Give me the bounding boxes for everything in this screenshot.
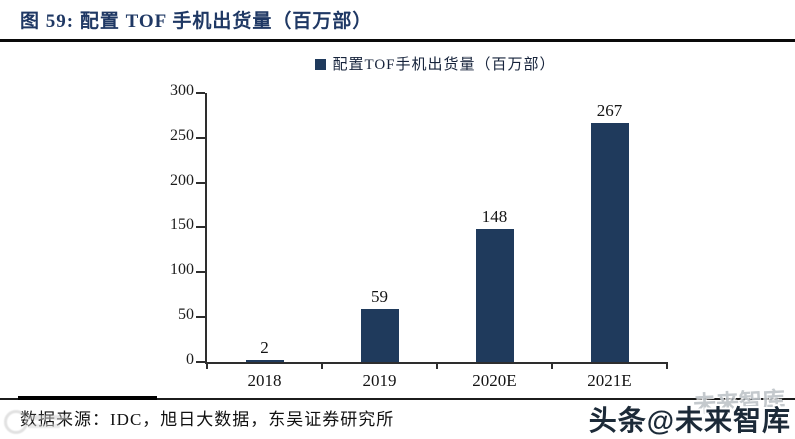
y-axis-tick-mark <box>196 181 205 184</box>
y-axis-tick-label: 200 <box>170 171 194 189</box>
y-axis-tick-label: 100 <box>170 261 194 279</box>
figure-title: 图 59: 配置 TOF 手机出货量（百万部） <box>20 11 373 32</box>
y-axis-tick-mark <box>196 271 205 274</box>
y-axis-tick-mark <box>196 92 205 94</box>
x-axis-label-2019: 2019 <box>362 371 397 390</box>
x-axis-tick-mark <box>551 362 553 369</box>
bar-value-label: 2 <box>260 338 269 358</box>
y-axis-tick-label: 300 <box>170 82 194 99</box>
y-axis-tick-label: 0 <box>186 350 194 368</box>
legend-label: 配置TOF手机出货量（百万部） <box>332 57 556 73</box>
x-axis-tick-mark <box>436 362 438 369</box>
x-axis-tick-mark <box>321 362 323 369</box>
y-axis-tick-mark <box>196 136 205 139</box>
bar-2018 <box>245 360 284 362</box>
x-axis-label-2018: 2018 <box>247 371 282 390</box>
bar-group-2021e: 267 <box>552 93 667 362</box>
bar-value-label: 148 <box>481 207 508 227</box>
bar-group-2020e: 148 <box>437 93 552 362</box>
footer-divider-rule-thick-segment <box>18 396 157 400</box>
x-axis-tick-mark <box>666 362 668 369</box>
bar-2021e <box>590 122 629 362</box>
x-axis-labels: 2018 2019 2020E 2021E <box>207 371 667 391</box>
y-axis-tick-mark <box>196 360 205 363</box>
footer-divider-rule <box>0 398 795 400</box>
y-axis-tick-mark <box>196 316 205 319</box>
stamp-bar <box>28 415 68 420</box>
stamp-bar <box>28 424 60 428</box>
faint-stamp-watermark <box>2 407 72 435</box>
y-axis-tick-label: 250 <box>170 126 194 144</box>
bar-group-2019: 59 <box>322 93 437 362</box>
bar-chart-plot-area: 300 250 200 150 100 50 0 2 59 1 <box>170 83 668 390</box>
legend-swatch-icon <box>315 59 327 70</box>
bar-value-label: 267 <box>596 100 623 120</box>
bar-value-label: 59 <box>371 287 388 307</box>
watermark-text: 头条@未来智库 <box>588 405 791 436</box>
title-divider-rule <box>0 39 795 42</box>
data-source-note: 数据来源：IDC，旭日大数据，东吴证券研究所 <box>20 410 395 429</box>
y-axis-tick-label: 50 <box>178 306 194 324</box>
y-axis-tick-mark <box>196 226 205 229</box>
bar-2020e <box>475 229 514 362</box>
bar-2019 <box>360 309 399 362</box>
stamp-ring-icon <box>4 410 28 434</box>
y-axis-tick-label: 150 <box>170 216 194 234</box>
bar-group-2018: 2 <box>207 93 322 362</box>
x-axis-tick-mark <box>206 362 208 369</box>
x-axis-label-2021e: 2021E <box>587 371 632 390</box>
bar-series: 2 59 148 267 <box>207 93 667 362</box>
x-axis-label-2020e: 2020E <box>472 371 517 390</box>
chart-legend: 配置TOF手机出货量（百万部） <box>205 53 666 74</box>
